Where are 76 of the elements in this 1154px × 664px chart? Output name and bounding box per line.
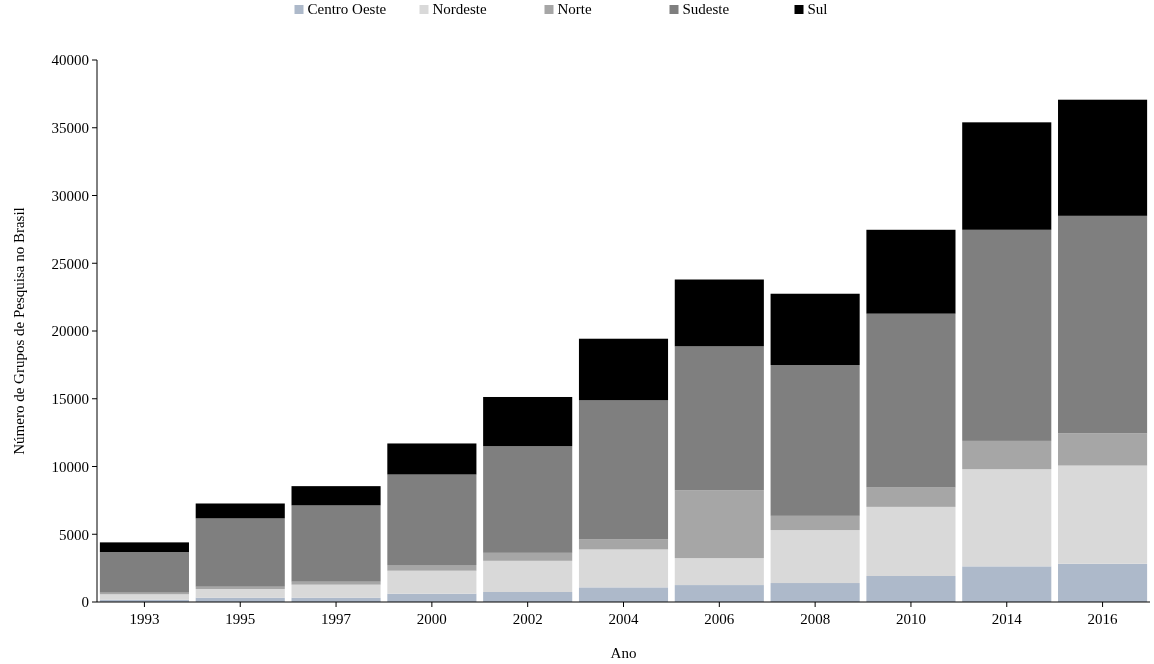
- bar: [387, 565, 477, 571]
- x-tick-label: 2006: [704, 611, 735, 627]
- bar: [291, 505, 381, 582]
- bar: [387, 570, 477, 594]
- bar: [962, 122, 1052, 230]
- legend-label: Sudeste: [682, 1, 730, 17]
- bar: [483, 552, 573, 561]
- bar: [195, 588, 285, 598]
- legend-label: Sul: [807, 1, 828, 17]
- legend-label: Centro Oeste: [307, 1, 387, 17]
- bar: [578, 338, 669, 401]
- x-tick-label: 2010: [895, 611, 926, 627]
- x-tick-label: 1995: [225, 611, 256, 627]
- bar: [483, 560, 573, 592]
- bar: [1058, 433, 1148, 466]
- bar: [483, 591, 573, 602]
- bar: [578, 549, 669, 588]
- bar: [1058, 215, 1148, 434]
- bar: [99, 552, 189, 593]
- bar: [674, 279, 764, 347]
- legend-label: Norte: [557, 1, 592, 17]
- y-tick-label: 30000: [51, 187, 89, 204]
- bar: [674, 558, 764, 586]
- bar: [291, 486, 381, 506]
- bar: [99, 542, 189, 552]
- legend-label: Nordeste: [432, 1, 487, 17]
- bar: [99, 594, 189, 600]
- bar: [962, 469, 1052, 567]
- bar: [578, 400, 669, 540]
- bar: [483, 446, 573, 553]
- bar: [1058, 465, 1148, 564]
- bar: [770, 515, 860, 531]
- bar: [674, 585, 764, 602]
- bar: [866, 229, 956, 314]
- bar: [291, 584, 381, 598]
- y-tick-label: 35000: [51, 120, 89, 136]
- y-tick-label: 0: [81, 594, 89, 611]
- bar: [1058, 563, 1148, 602]
- bar: [195, 503, 285, 519]
- x-tick-label: 2014: [991, 611, 1023, 627]
- bar: [866, 487, 956, 507]
- bar: [578, 587, 669, 602]
- x-tick-label: 2000: [416, 611, 447, 627]
- bar: [770, 530, 860, 584]
- bar: [674, 346, 764, 491]
- x-axis-title: Ano: [610, 645, 637, 661]
- bar: [1058, 99, 1148, 216]
- bar: [387, 474, 477, 566]
- y-tick-label: 15000: [51, 391, 89, 407]
- y-tick-label: 5000: [59, 526, 89, 543]
- y-axis-title: Número de Grupos de Pesquisa no Brasil: [11, 207, 27, 455]
- bar: [674, 490, 764, 559]
- bar: [770, 293, 860, 366]
- y-tick-label: 20000: [51, 323, 89, 340]
- bar: [770, 365, 860, 516]
- bar: [962, 566, 1052, 602]
- x-tick-label: 1993: [129, 611, 160, 627]
- bar: [962, 229, 1052, 441]
- x-tick-label: 2004: [608, 611, 639, 627]
- x-tick-label: 2008: [800, 611, 831, 627]
- bar: [387, 443, 477, 475]
- y-tick-label: 25000: [51, 255, 89, 272]
- y-tick-label: 40000: [51, 52, 89, 69]
- bar: [291, 581, 381, 585]
- bar: [770, 583, 860, 602]
- bar: [483, 396, 573, 447]
- bar: [866, 575, 956, 602]
- bar: [195, 518, 285, 587]
- x-tick-label: 2016: [1087, 611, 1119, 627]
- bar: [578, 539, 669, 550]
- bar: [866, 313, 956, 488]
- y-tick-label: 10000: [51, 458, 89, 475]
- bar: [866, 506, 956, 576]
- x-tick-label: 2002: [512, 611, 543, 627]
- x-tick-label: 1997: [321, 611, 352, 627]
- bar: [962, 440, 1052, 470]
